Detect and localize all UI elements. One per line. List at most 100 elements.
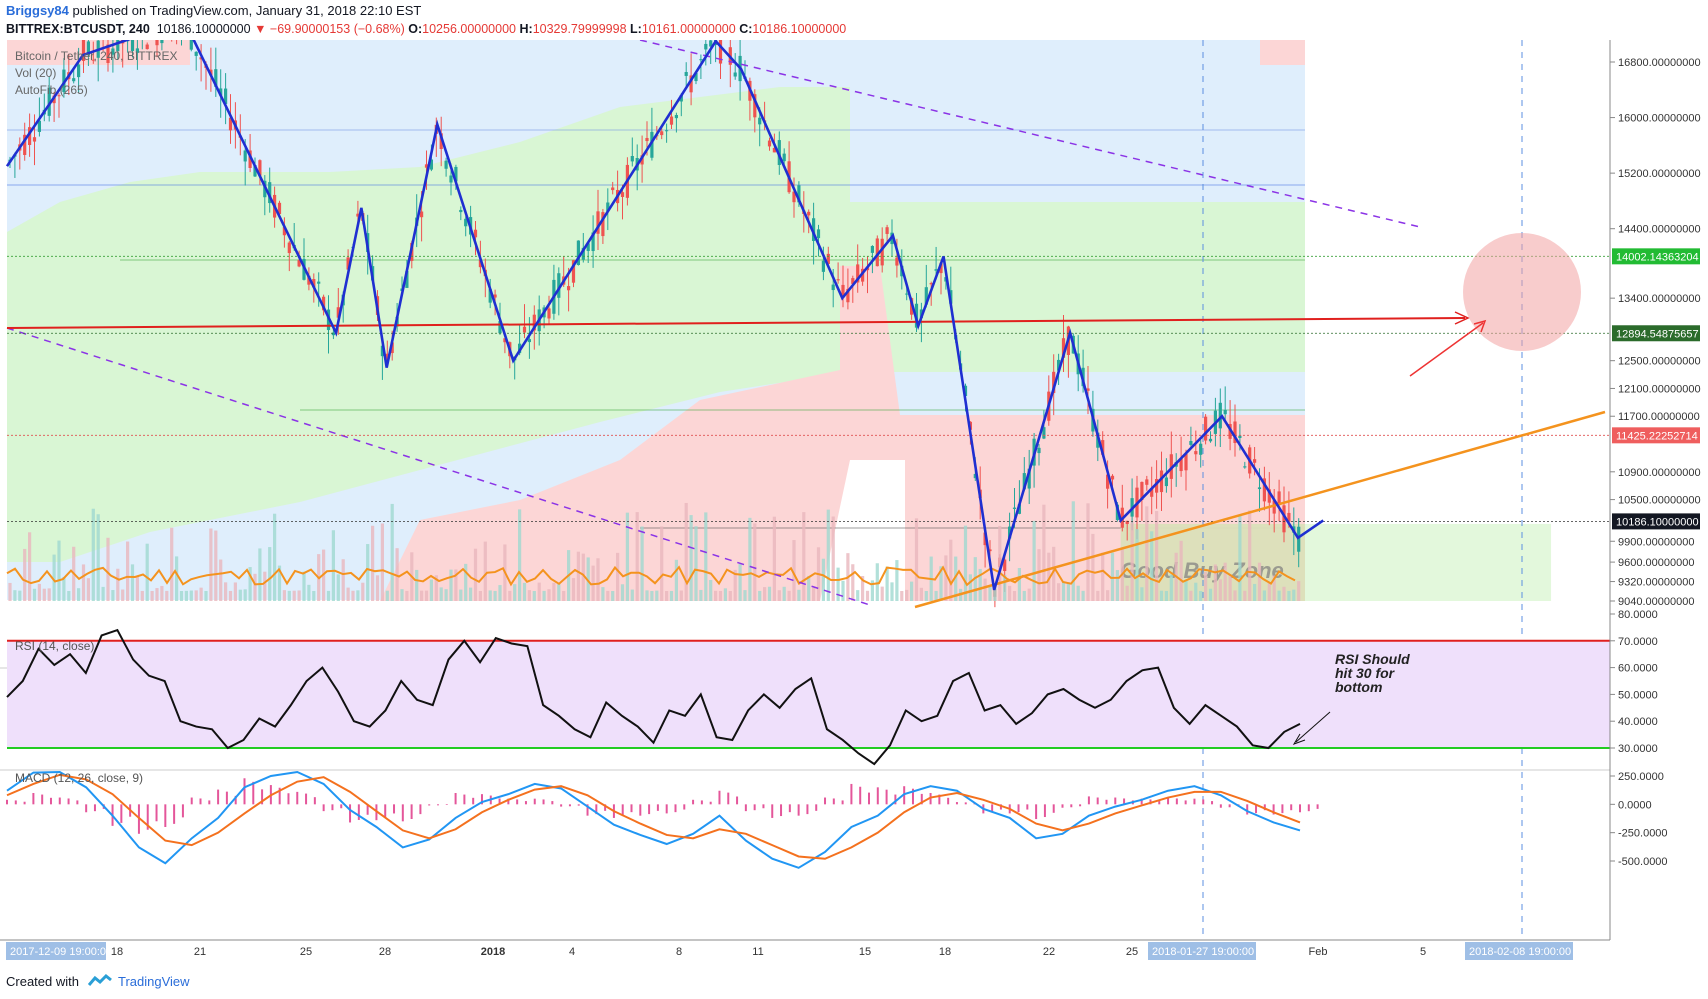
candle-body [1155, 479, 1159, 493]
volume-bar [1135, 529, 1139, 601]
candle-body [1297, 526, 1301, 552]
volume-bar [954, 556, 958, 601]
volume-bar [1115, 570, 1119, 601]
volume-bar [728, 590, 732, 601]
candle-body [669, 116, 674, 125]
candle-body [880, 238, 884, 266]
volume-bar [998, 525, 1002, 601]
volume-bar [537, 582, 541, 601]
candle-body [699, 59, 703, 61]
volume-bar [116, 568, 120, 601]
candle-body [1022, 473, 1026, 490]
volume-bar [277, 565, 282, 601]
volume-bar [1155, 511, 1159, 601]
candle-body [385, 353, 389, 361]
volume-bar [748, 517, 752, 601]
candle-body [581, 247, 585, 260]
candle-body [1164, 477, 1168, 487]
candle-body [72, 78, 76, 82]
candle-body [797, 185, 801, 203]
time-tick-label: 15 [859, 946, 871, 958]
volume-bar [454, 569, 458, 601]
candle-body [1189, 441, 1193, 445]
price-label-box [1612, 427, 1700, 444]
candle-body [228, 117, 233, 131]
volume-bar [1101, 552, 1105, 601]
candle-body [1257, 487, 1262, 490]
volume-bar [1086, 503, 1090, 601]
volume-bar [253, 573, 257, 601]
legend-rsi: RSI (14, close) [15, 639, 94, 653]
candle-body [1052, 371, 1056, 394]
volume-bar [518, 509, 522, 601]
volume-bar [126, 541, 130, 601]
volume-bar [660, 526, 664, 601]
candle-body [709, 40, 713, 47]
candle-body [214, 69, 218, 87]
rsi-note-line: RSI Should [1335, 651, 1410, 667]
volume-bar [1130, 522, 1134, 601]
volume-bar [42, 588, 46, 601]
macd-tick-label: 250.0000 [1618, 771, 1664, 783]
created-with-label: Created with [6, 974, 79, 989]
price-label-box [1612, 325, 1700, 342]
candle-body [924, 287, 928, 305]
candle-body [160, 40, 164, 44]
candle-body [753, 94, 757, 118]
red-trendline [6, 317, 1466, 329]
candle-body [684, 72, 688, 76]
candle-body [312, 279, 316, 288]
volume-bar [96, 514, 100, 601]
volume-bar [1218, 579, 1222, 601]
price-tick-label: 11700.00000000 [1618, 411, 1700, 423]
legend-macd: MACD (12, 26, close, 9) [15, 771, 143, 785]
volume-bar [684, 502, 688, 601]
time-tick-label: 5 [1420, 946, 1426, 958]
price-axis: 16800.00000000 16000.00000000 15200.000000… [1609, 40, 1708, 960]
volume-bar [1277, 590, 1281, 601]
price-tick-label: 14400.00000000 [1618, 224, 1701, 236]
volume-bar [596, 558, 600, 601]
volume-bar [743, 590, 747, 601]
volume-bar [772, 516, 776, 601]
author-name[interactable]: Briggsy84 [6, 3, 69, 18]
candle-body [689, 75, 693, 93]
volume-bar [1292, 589, 1296, 601]
volume-bar [885, 566, 889, 601]
price-label-level_green: 14002.14363204 [1616, 251, 1699, 263]
rsi-tick-label: 70.0000 [1618, 636, 1658, 648]
volume-bar [1272, 575, 1276, 601]
rsi-note-line: hit 30 for [1335, 665, 1396, 681]
volume-bar [944, 555, 948, 601]
candle-body [606, 202, 610, 212]
candle-body [576, 240, 580, 266]
legend-vol: Vol (20) [15, 66, 56, 80]
volume-bar [1027, 588, 1031, 601]
time-tick-label: 4 [569, 946, 575, 958]
volume-bar [758, 590, 762, 601]
price-tick-label: 16000.00000000 [1618, 113, 1701, 125]
candle-body [929, 283, 933, 285]
volume-bar [645, 590, 649, 601]
candle-body [660, 131, 664, 136]
volume-bar [121, 589, 125, 601]
candle-body [973, 473, 977, 479]
volume-bar [640, 526, 644, 601]
candle-body [464, 218, 468, 227]
volume-bar [469, 587, 473, 601]
candle-body [503, 338, 507, 343]
volume-bar [983, 578, 987, 601]
tradingview-brand[interactable]: TradingView [118, 974, 190, 989]
volume-bar [1208, 588, 1213, 601]
candle-body [1204, 416, 1208, 441]
price-tick-label: 13400.00000000 [1618, 293, 1701, 305]
volume-bar [434, 575, 438, 601]
volume-bar [204, 590, 208, 601]
volume-bar [145, 543, 149, 601]
volume-bar [802, 512, 806, 601]
volume-bar [243, 589, 247, 601]
volume-bar [106, 537, 110, 601]
time-tick-label: 11 [752, 946, 763, 958]
candle-body [420, 211, 424, 218]
